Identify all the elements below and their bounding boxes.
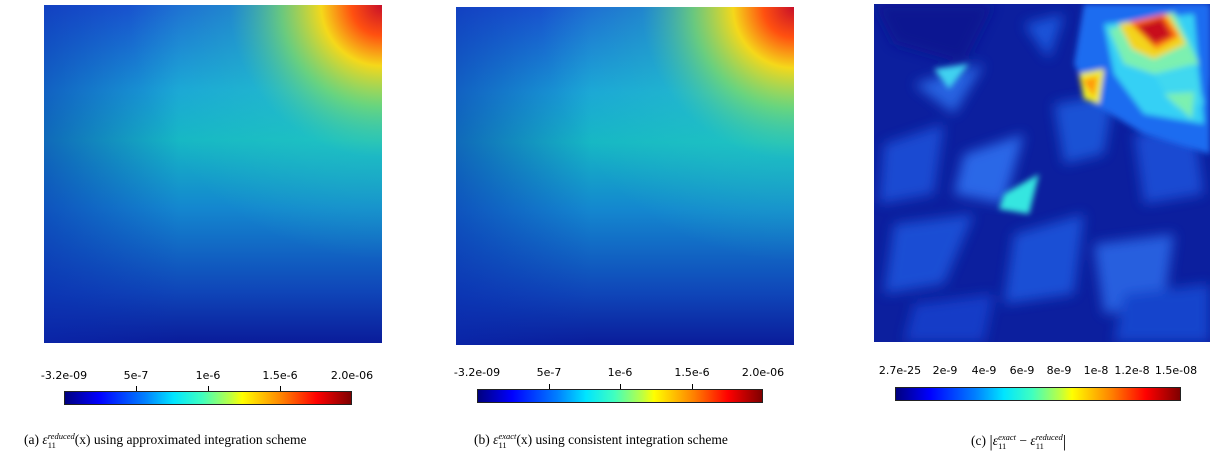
colorbar-tick-label: 1e-8 bbox=[1083, 364, 1109, 377]
colorbar-b bbox=[477, 389, 763, 403]
colorbar-tick bbox=[620, 384, 621, 390]
colorbar-tick-label: 1e-6 bbox=[607, 366, 633, 379]
colorbar-tick-label: 5e-7 bbox=[536, 366, 562, 379]
colorbar-tick-label: 2.0e-06 bbox=[741, 366, 785, 379]
colorbar-tick-label: 5e-7 bbox=[123, 369, 149, 382]
colorbar-tick-label: 1e-6 bbox=[195, 369, 221, 382]
strain-field-exact bbox=[456, 7, 794, 345]
colorbar-c bbox=[895, 387, 1181, 401]
colorbar-tick-label: 1.5e-08 bbox=[1154, 364, 1198, 377]
colorbar-tick bbox=[280, 386, 281, 392]
colorbar-tick bbox=[136, 386, 137, 392]
colorbar-tick bbox=[208, 386, 209, 392]
colorbar-tick-label: 2.7e-25 bbox=[878, 364, 922, 377]
strain-field-reduced bbox=[44, 5, 382, 343]
colorbar-tick-label: 2.0e-06 bbox=[330, 369, 374, 382]
colorbar-tick-label: 4e-9 bbox=[971, 364, 997, 377]
colorbar-tick-label: 1.2e-8 bbox=[1114, 364, 1150, 377]
colorbar-a bbox=[64, 391, 352, 405]
error-field bbox=[874, 4, 1210, 342]
caption-c: (c) |ε exact 11 − ε reduced 11 | bbox=[971, 432, 1067, 451]
colorbar-tick-label: 6e-9 bbox=[1009, 364, 1035, 377]
colorbar-tick-label: 8e-9 bbox=[1046, 364, 1072, 377]
colorbar-labels-b: -3.2e-09 5e-7 1e-6 1.5e-6 2.0e-06 bbox=[454, 366, 784, 382]
colorbar-labels-a: -3.2e-09 5e-7 1e-6 1.5e-6 2.0e-06 bbox=[41, 369, 373, 385]
caption-a: (a) ε reduced 11 (x) using approximated int… bbox=[24, 431, 307, 450]
colorbar-tick-label: 2e-9 bbox=[932, 364, 958, 377]
colorbar-tick bbox=[692, 384, 693, 390]
colorbar-tick bbox=[549, 384, 550, 390]
colorbar-tick-label: 1.5e-6 bbox=[674, 366, 710, 379]
colorbar-tick-label: -3.2e-09 bbox=[40, 369, 88, 382]
caption-b: (b) ε exact 11 (x) using consistent integra… bbox=[474, 431, 728, 450]
colorbar-tick-label: -3.2e-09 bbox=[453, 366, 501, 379]
colorbar-tick-label: 1.5e-6 bbox=[262, 369, 298, 382]
colorbar-labels-c: 2.7e-25 2e-9 4e-9 6e-9 8e-9 1e-8 1.2e-8 … bbox=[879, 364, 1197, 380]
